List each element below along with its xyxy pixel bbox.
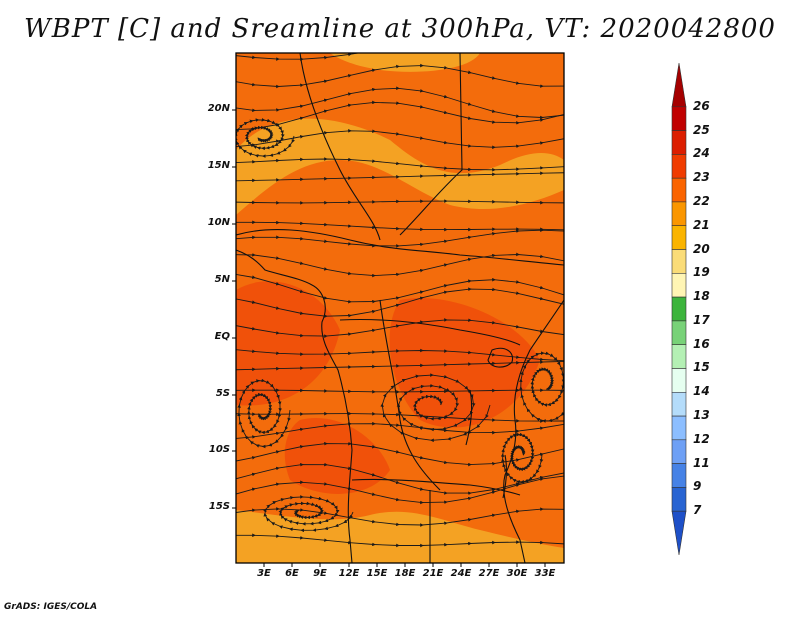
colorbar-segment	[671, 487, 687, 512]
lon-label: 33E	[534, 568, 556, 579]
lat-label: 15N	[207, 160, 230, 171]
lat-label: EQ	[214, 331, 230, 342]
lat-label: 5N	[214, 274, 230, 285]
streamline	[236, 360, 564, 372]
colorbar-label: 16	[693, 336, 710, 351]
lat-label: 5S	[215, 388, 230, 399]
streamline	[236, 199, 564, 205]
streamline-vortex	[519, 351, 564, 423]
streamline	[236, 171, 564, 183]
streamline	[236, 348, 564, 362]
colorbar-segment	[671, 510, 687, 556]
colorbar	[671, 62, 687, 556]
colorbar-label: 24	[693, 146, 710, 161]
coastlines	[236, 53, 564, 563]
streamline-vortex	[500, 432, 544, 484]
colorbar-label: 17	[693, 312, 710, 327]
border-congo	[379, 299, 441, 491]
lake-tanganyika	[465, 389, 473, 446]
border-south	[351, 478, 521, 496]
streamline-vortex	[263, 495, 354, 533]
lake-victoria	[487, 347, 514, 368]
colorbar-label: 23	[693, 170, 710, 185]
colorbar-segment	[671, 344, 687, 369]
streamline	[236, 53, 544, 62]
colorbar-segment	[671, 320, 687, 345]
lon-label: 24E	[450, 568, 472, 579]
colorbar-segment	[671, 296, 687, 322]
colorbar-label: 19	[693, 265, 710, 280]
map-frame	[235, 52, 565, 564]
colorbar-segment	[671, 439, 687, 464]
colorbar-label: 26	[693, 98, 710, 113]
colorbar-label: 18	[693, 289, 710, 304]
colorbar-label: 11	[693, 455, 710, 470]
colorbar-label: 13	[693, 408, 710, 423]
streamline	[236, 228, 564, 248]
border-sahel	[236, 229, 564, 266]
lon-label: 12E	[338, 568, 360, 579]
colorbar-label: 15	[693, 360, 710, 375]
border-north-1	[299, 53, 381, 241]
colorbar-segment	[671, 225, 687, 250]
streamlines	[236, 53, 564, 548]
lake-malawi	[502, 454, 508, 499]
colorbar-label: 7	[693, 503, 702, 518]
east-africa-coastline	[503, 299, 564, 563]
lon-label: 3E	[257, 568, 271, 579]
lat-label: 15S	[208, 501, 230, 512]
streamline	[236, 157, 564, 172]
colorbar-segment	[671, 463, 687, 488]
streamline	[236, 252, 564, 278]
colorbar-segment	[671, 177, 687, 203]
colorbar-segment	[671, 391, 687, 417]
colorbar-segment	[671, 249, 687, 274]
colorbar-segment	[671, 106, 687, 131]
lat-label: 10S	[208, 444, 230, 455]
lon-label: 9E	[313, 568, 327, 579]
lon-label: 18E	[394, 568, 416, 579]
colorbar-label: 14	[693, 384, 710, 399]
colorbar-segment	[671, 201, 687, 226]
border-north-2	[399, 53, 463, 236]
lat-label: 10N	[207, 217, 230, 228]
streamline	[236, 63, 564, 89]
colorbar-segment	[671, 62, 687, 108]
lon-label: 30E	[506, 568, 528, 579]
border-central	[339, 318, 521, 346]
streamline-vortex	[236, 118, 295, 158]
west-africa-coastline	[236, 249, 353, 563]
lon-label: 27E	[478, 568, 500, 579]
streamline	[236, 475, 564, 505]
colorbar-segment	[671, 130, 687, 155]
wbpt-shaded-field	[236, 53, 564, 563]
lon-label: 21E	[422, 568, 444, 579]
lat-label: 20N	[207, 103, 230, 114]
colorbar-label: 12	[693, 431, 710, 446]
lon-label: 6E	[285, 568, 299, 579]
colorbar-label: 20	[693, 241, 710, 256]
colorbar-label: 22	[693, 193, 710, 208]
colorbar-segment	[671, 368, 687, 393]
streamline	[236, 287, 564, 318]
colorbar-segment	[671, 415, 687, 441]
colorbar-label: 9	[693, 479, 702, 494]
streamline	[236, 533, 564, 548]
streamline	[236, 318, 564, 338]
colorbar-label: 21	[693, 217, 710, 232]
lon-label: 15E	[366, 568, 388, 579]
streamline-vortex	[380, 373, 491, 443]
map-title: WBPT [C] and Sreamline at 300hPa, VT: 20…	[24, 14, 776, 44]
axis-ticks	[232, 109, 546, 567]
colorbar-label: 25	[693, 122, 710, 137]
colorbar-segment	[671, 272, 687, 298]
streamline-vortex	[237, 378, 291, 449]
grads-footer: GrADS: IGES/COLA	[4, 602, 98, 612]
colorbar-segment	[671, 154, 687, 179]
